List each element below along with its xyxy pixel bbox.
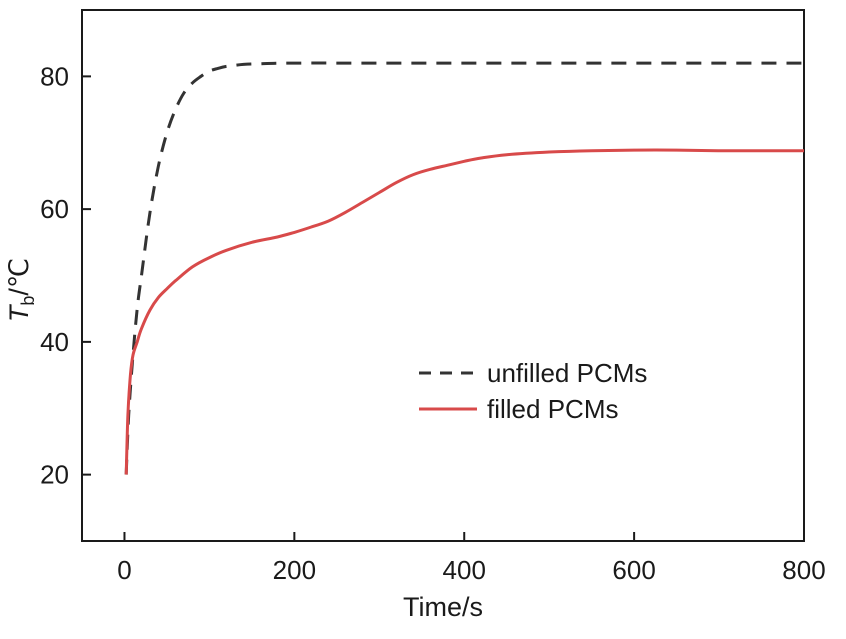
legend-label-filled: filled PCMs — [487, 394, 618, 424]
legend: unfilled PCMs filled PCMs — [419, 358, 647, 424]
x-tick-label: 200 — [273, 555, 316, 585]
x-tick-label: 400 — [443, 555, 486, 585]
x-tick-label: 800 — [782, 555, 825, 585]
series-line-unfilled-pcms — [124, 61, 804, 475]
x-tick-label: 600 — [612, 555, 655, 585]
y-tick-label: 60 — [40, 194, 69, 224]
series-layer — [124, 61, 804, 475]
series-line-filled-pcms — [124, 148, 804, 475]
y-tick-label: 40 — [40, 327, 69, 357]
y-axis-label: Tb/℃ — [4, 258, 38, 322]
plot-frame — [81, 9, 805, 542]
y-tick-label: 80 — [40, 61, 69, 91]
y-axis-label-symbol: T — [4, 303, 34, 322]
x-axis-label: Time/s — [403, 592, 483, 622]
legend-label-unfilled: unfilled PCMs — [487, 358, 647, 388]
x-axis-ticks: 0 200 400 600 800 — [117, 532, 826, 585]
x-tick-label: 0 — [117, 555, 131, 585]
y-axis-label-subscript: b — [18, 296, 38, 306]
y-axis-label-unit: /℃ — [4, 258, 34, 296]
y-tick-label: 20 — [40, 460, 69, 490]
y-axis-ticks: 20 40 60 80 — [40, 61, 91, 490]
